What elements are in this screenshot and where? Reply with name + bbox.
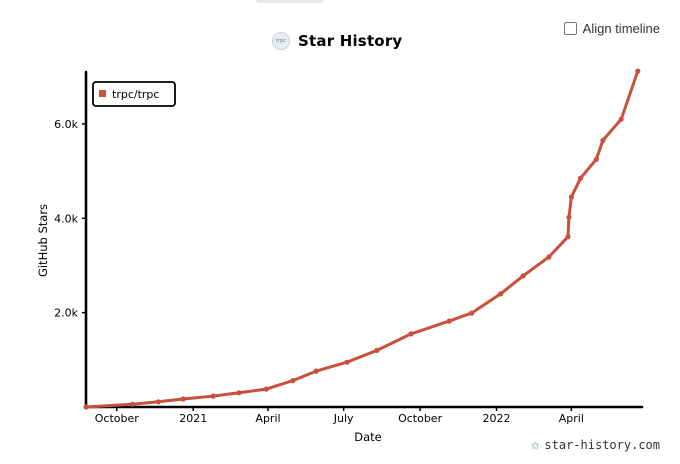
x-tick-label: 2022 (483, 412, 511, 425)
chart-header: trpc Star History (272, 32, 402, 50)
x-tick-label: April (559, 412, 584, 425)
x-tick-label: July (333, 412, 354, 425)
series-line (84, 69, 640, 409)
x-tick-label: April (255, 412, 280, 425)
data-point (566, 214, 572, 220)
x-tick-label: October (95, 412, 139, 425)
y-tick-label: 2.0k (54, 307, 78, 320)
data-point (469, 310, 475, 316)
data-point (263, 386, 269, 392)
align-timeline-label: Align timeline (582, 21, 660, 36)
legend-box (92, 81, 176, 107)
data-point (374, 347, 380, 353)
data-point (155, 399, 161, 405)
data-point (446, 318, 452, 324)
data-point (236, 390, 242, 396)
star-logo-icon: ✩ (530, 437, 540, 453)
data-point (565, 234, 571, 240)
data-point (618, 116, 624, 122)
y-axis-title: GitHub Stars (36, 204, 50, 277)
data-point (210, 393, 216, 399)
align-timeline-checkbox[interactable] (563, 22, 577, 35)
x-axis-title: Date (354, 430, 382, 444)
y-tick-label: 6.0k (54, 118, 78, 131)
watermark: ✩ star-history.com (531, 438, 660, 452)
data-point (546, 254, 552, 260)
page-title: Star History (298, 32, 403, 50)
data-point (600, 137, 606, 143)
data-point (129, 401, 136, 407)
data-point (498, 291, 504, 297)
repo-logo-icon: trpc (272, 32, 290, 50)
data-point (635, 68, 641, 74)
data-point (344, 359, 350, 365)
x-tick-label: October (398, 412, 442, 425)
x-tick-label: 2021 (179, 412, 207, 425)
data-point (577, 175, 584, 181)
data-point (408, 331, 414, 337)
y-tick-label: 4.0k (54, 212, 78, 225)
data-point (568, 194, 575, 200)
data-point (180, 396, 186, 402)
legend-swatch (99, 90, 106, 97)
data-point (290, 378, 296, 384)
data-point (313, 368, 319, 374)
data-point (520, 273, 526, 279)
watermark-label: star-history.com (544, 438, 660, 452)
top-tab-handle (256, 0, 324, 3)
data-point (593, 156, 599, 162)
align-timeline-toggle[interactable]: Align timeline (563, 21, 660, 36)
data-point (83, 404, 89, 410)
legend-label: trpc/trpc (112, 88, 159, 101)
